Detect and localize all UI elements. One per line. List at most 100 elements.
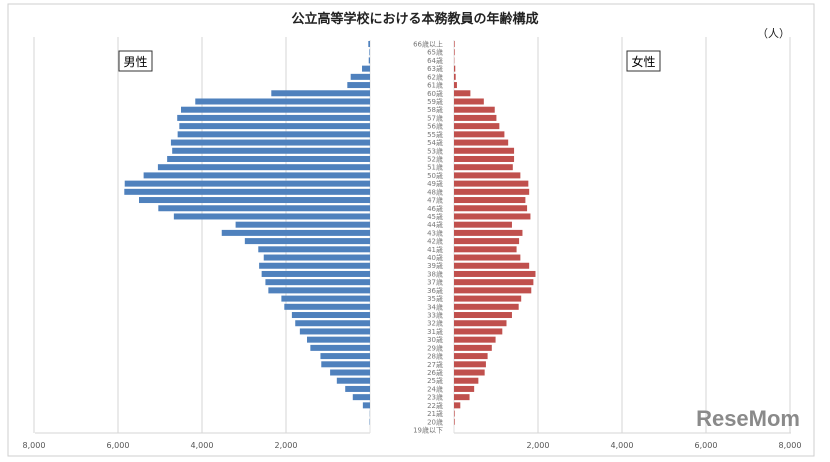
bar-female <box>454 73 456 80</box>
legend-male: 男性 <box>118 50 153 72</box>
bar-female <box>454 270 536 277</box>
bar-female <box>454 155 515 162</box>
age-label: 49歳 <box>427 179 443 188</box>
bar-female <box>454 180 529 187</box>
bar-female <box>454 312 512 319</box>
bar-male <box>347 82 370 89</box>
age-label: 48歳 <box>427 187 443 196</box>
bar-male <box>139 197 370 204</box>
age-label: 51歳 <box>427 163 443 172</box>
age-label: 22歳 <box>427 401 443 410</box>
bar-male <box>352 394 370 401</box>
bar-female <box>454 336 496 343</box>
legend-female-label: 女性 <box>631 54 655 69</box>
bar-male <box>177 114 370 121</box>
age-label: 28歳 <box>427 352 443 361</box>
bar-male <box>345 385 370 392</box>
age-label: 53歳 <box>427 146 443 155</box>
bar-female <box>454 65 456 72</box>
bar-male <box>259 262 370 269</box>
age-label: 64歳 <box>427 56 443 65</box>
bar-female <box>454 213 531 220</box>
bar-male <box>158 205 370 212</box>
age-label: 54歳 <box>427 138 443 147</box>
legend-male-label: 男性 <box>123 55 147 69</box>
bar-male <box>284 303 370 310</box>
bar-female <box>454 106 495 113</box>
bar-female <box>454 361 486 368</box>
age-label: 65歳 <box>427 48 443 57</box>
age-label: 52歳 <box>427 154 443 163</box>
bar-female <box>454 254 521 261</box>
bar-female <box>454 164 513 171</box>
age-label: 20歳 <box>427 417 443 426</box>
bar-male <box>235 221 370 228</box>
bar-male <box>170 139 370 146</box>
bar-male <box>124 188 370 195</box>
age-label: 35歳 <box>427 294 443 303</box>
age-label: 39歳 <box>427 261 443 270</box>
age-label: 59歳 <box>427 97 443 106</box>
age-label: 62歳 <box>427 72 443 81</box>
x-tick-left: 6,000 <box>107 441 130 450</box>
bar-female <box>454 221 512 228</box>
bar-female <box>454 402 461 409</box>
bar-female <box>454 303 519 310</box>
x-tick-left: 4,000 <box>191 441 214 450</box>
bar-female <box>454 418 455 425</box>
bar-male <box>368 41 370 47</box>
bar-female <box>454 197 526 204</box>
x-tick-left: 8,000 <box>23 441 46 450</box>
bar-female <box>454 229 523 236</box>
bar-male <box>281 295 370 302</box>
bar-male <box>181 106 370 113</box>
bar-female <box>454 385 475 392</box>
bar-male <box>143 172 370 179</box>
bar-female <box>454 246 517 253</box>
bar-male <box>244 238 370 245</box>
age-label: 38歳 <box>427 269 443 278</box>
age-label: 25歳 <box>427 376 443 385</box>
bar-male <box>195 98 370 105</box>
age-label: 21歳 <box>427 409 443 418</box>
age-label: 41歳 <box>427 245 443 254</box>
x-tick-right: 6,000 <box>695 441 718 450</box>
age-label: 24歳 <box>427 384 443 393</box>
x-tick-left: 2,000 <box>275 441 298 450</box>
bar-female <box>454 287 532 294</box>
bar-female <box>454 49 455 56</box>
bar-female <box>454 123 500 130</box>
age-label: 63歳 <box>427 64 443 73</box>
unit-label: （人） <box>757 27 790 40</box>
bar-female <box>454 238 520 245</box>
bar-male <box>321 361 370 368</box>
bar-male <box>369 49 370 56</box>
legend-female: 女性 <box>626 50 661 72</box>
age-label: 29歳 <box>427 343 443 352</box>
bar-female <box>454 410 455 417</box>
chart-frame <box>7 3 815 457</box>
bar-male <box>177 131 370 138</box>
bar-male <box>295 320 370 327</box>
bar-male <box>307 336 370 343</box>
bar-male <box>310 344 370 351</box>
bar-female <box>454 320 507 327</box>
bar-male <box>263 254 370 261</box>
bar-male <box>268 287 370 294</box>
bar-female <box>454 394 470 401</box>
age-label: 57歳 <box>427 113 443 122</box>
bar-male <box>291 312 370 319</box>
age-label: 55歳 <box>427 130 443 139</box>
bar-female <box>454 139 509 146</box>
age-label: 30歳 <box>427 335 443 344</box>
bar-male <box>261 270 370 277</box>
bar-male <box>258 246 370 253</box>
x-tick-right: 2,000 <box>527 441 550 450</box>
bar-female <box>454 279 534 286</box>
age-label: 27歳 <box>427 360 443 369</box>
resemom-watermark: ReseMom <box>696 406 800 431</box>
bar-male <box>368 57 370 64</box>
age-label: 26歳 <box>427 368 443 377</box>
bars <box>124 41 536 425</box>
